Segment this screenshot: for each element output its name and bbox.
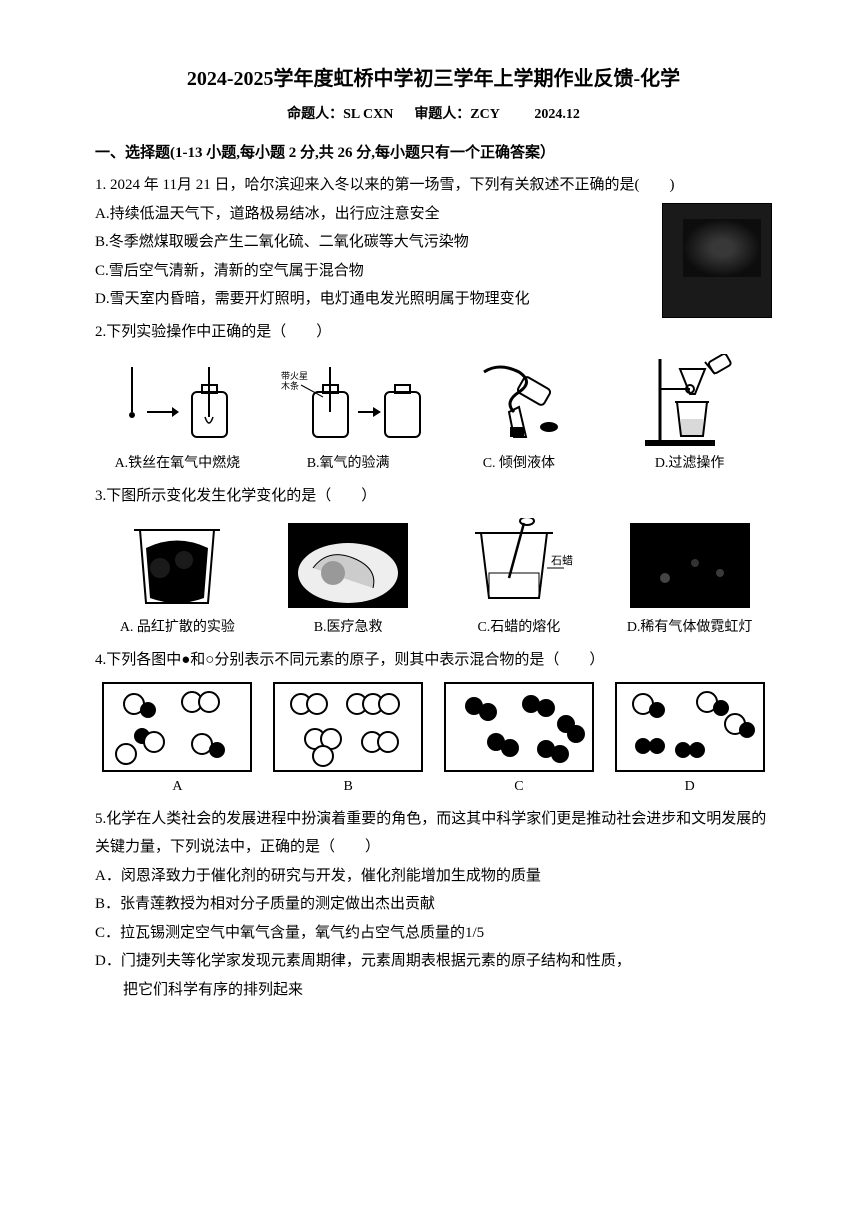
q5-text: 5.化学在人类社会的发展进程中扮演着重要的角色，而这其中科学家们更是推动社会进步… — [95, 805, 772, 862]
question-4: 4.下列各图中●和○分别表示不同元素的原子，则其中表示混合物的是（ ） A — [95, 646, 772, 801]
q3-fig-a — [95, 518, 260, 613]
q4-fig-b — [273, 682, 423, 772]
q1-text: 1. 2024 年 11月 21 日，哈尔滨迎来入冬以来的第一场雪，下列有关叙述… — [95, 171, 772, 200]
author-label: 命题人：SL CXN — [287, 107, 393, 122]
reviewer-label: 审题人：ZCY — [414, 107, 499, 122]
question-1: 1. 2024 年 11月 21 日，哈尔滨迎来入冬以来的第一场雪，下列有关叙述… — [95, 171, 772, 314]
q4-fig-d — [615, 682, 765, 772]
question-2: 2.下列实验操作中正确的是（ ） A.铁丝在氧气中燃烧 带 — [95, 318, 772, 478]
question-3: 3.下图所示变化发生化学变化的是（ ） A. 品红扩散的实验 — [95, 482, 772, 642]
q4-fig-c — [444, 682, 594, 772]
q5-opt-d: D．门捷列夫等化学家发现元素周期律，元素周期表根据元素的原子结构和性质， — [95, 947, 772, 976]
q5-opt-a: A．闵恩泽致力于催化剂的研究与开发，催化剂能增加生成物的质量 — [95, 862, 772, 891]
svg-text:带火星: 带火星 — [281, 371, 308, 381]
q2-label-a: A.铁丝在氧气中燃烧 — [95, 451, 260, 478]
q3-label-d: D.稀有气体做霓虹灯 — [607, 615, 772, 642]
q2-fig-c — [437, 354, 602, 449]
page-title: 2024-2025学年度虹桥中学初三学年上学期作业反馈-化学 — [95, 60, 772, 98]
q3-fig-d — [607, 518, 772, 613]
q4-label-d: D — [607, 774, 772, 801]
q4-text: 4.下列各图中●和○分别表示不同元素的原子，则其中表示混合物的是（ ） — [95, 646, 772, 675]
page-subtitle: 命题人：SL CXN 审题人：ZCY 2024.12 — [95, 102, 772, 129]
q2-label-d: D.过滤操作 — [607, 451, 772, 478]
q3-label-c: C.石蜡的熔化 — [437, 615, 602, 642]
q2-fig-d — [607, 354, 772, 449]
q3-label-b: B.医疗急救 — [266, 615, 431, 642]
section-1-header: 一、选择题(1-13 小题,每小题 2 分,共 26 分,每小题只有一个正确答案… — [95, 139, 772, 168]
q4-label-c: C — [437, 774, 602, 801]
q3-fig-b — [266, 518, 431, 613]
q4-label-b: B — [266, 774, 431, 801]
q3-text: 3.下图所示变化发生化学变化的是（ ） — [95, 482, 772, 511]
q2-label-c: C. 倾倒液体 — [437, 451, 602, 478]
date-label: 2024.12 — [534, 107, 580, 122]
q4-fig-a — [102, 682, 252, 772]
q2-fig-b: 带火星 木条 — [266, 354, 431, 449]
question-5: 5.化学在人类社会的发展进程中扮演着重要的角色，而这其中科学家们更是推动社会进步… — [95, 805, 772, 1005]
q3-label-a: A. 品红扩散的实验 — [95, 615, 260, 642]
svg-text:石蜡: 石蜡 — [551, 554, 573, 567]
q5-opt-c: C．拉瓦锡测定空气中氧气含量，氧气约占空气总质量的1/5 — [95, 919, 772, 948]
q5-opt-b: B．张青莲教授为相对分子质量的测定做出杰出贡献 — [95, 890, 772, 919]
q3-fig-c: 石蜡 — [437, 518, 602, 613]
q2-text: 2.下列实验操作中正确的是（ ） — [95, 318, 772, 347]
q2-label-b: B.氧气的验满 — [266, 451, 431, 478]
q4-label-a: A — [95, 774, 260, 801]
q1-image — [662, 203, 772, 318]
q5-opt-d-cont: 把它们科学有序的排列起来 — [95, 976, 772, 1005]
svg-text:木条: 木条 — [281, 380, 299, 391]
q2-fig-a — [95, 354, 260, 449]
